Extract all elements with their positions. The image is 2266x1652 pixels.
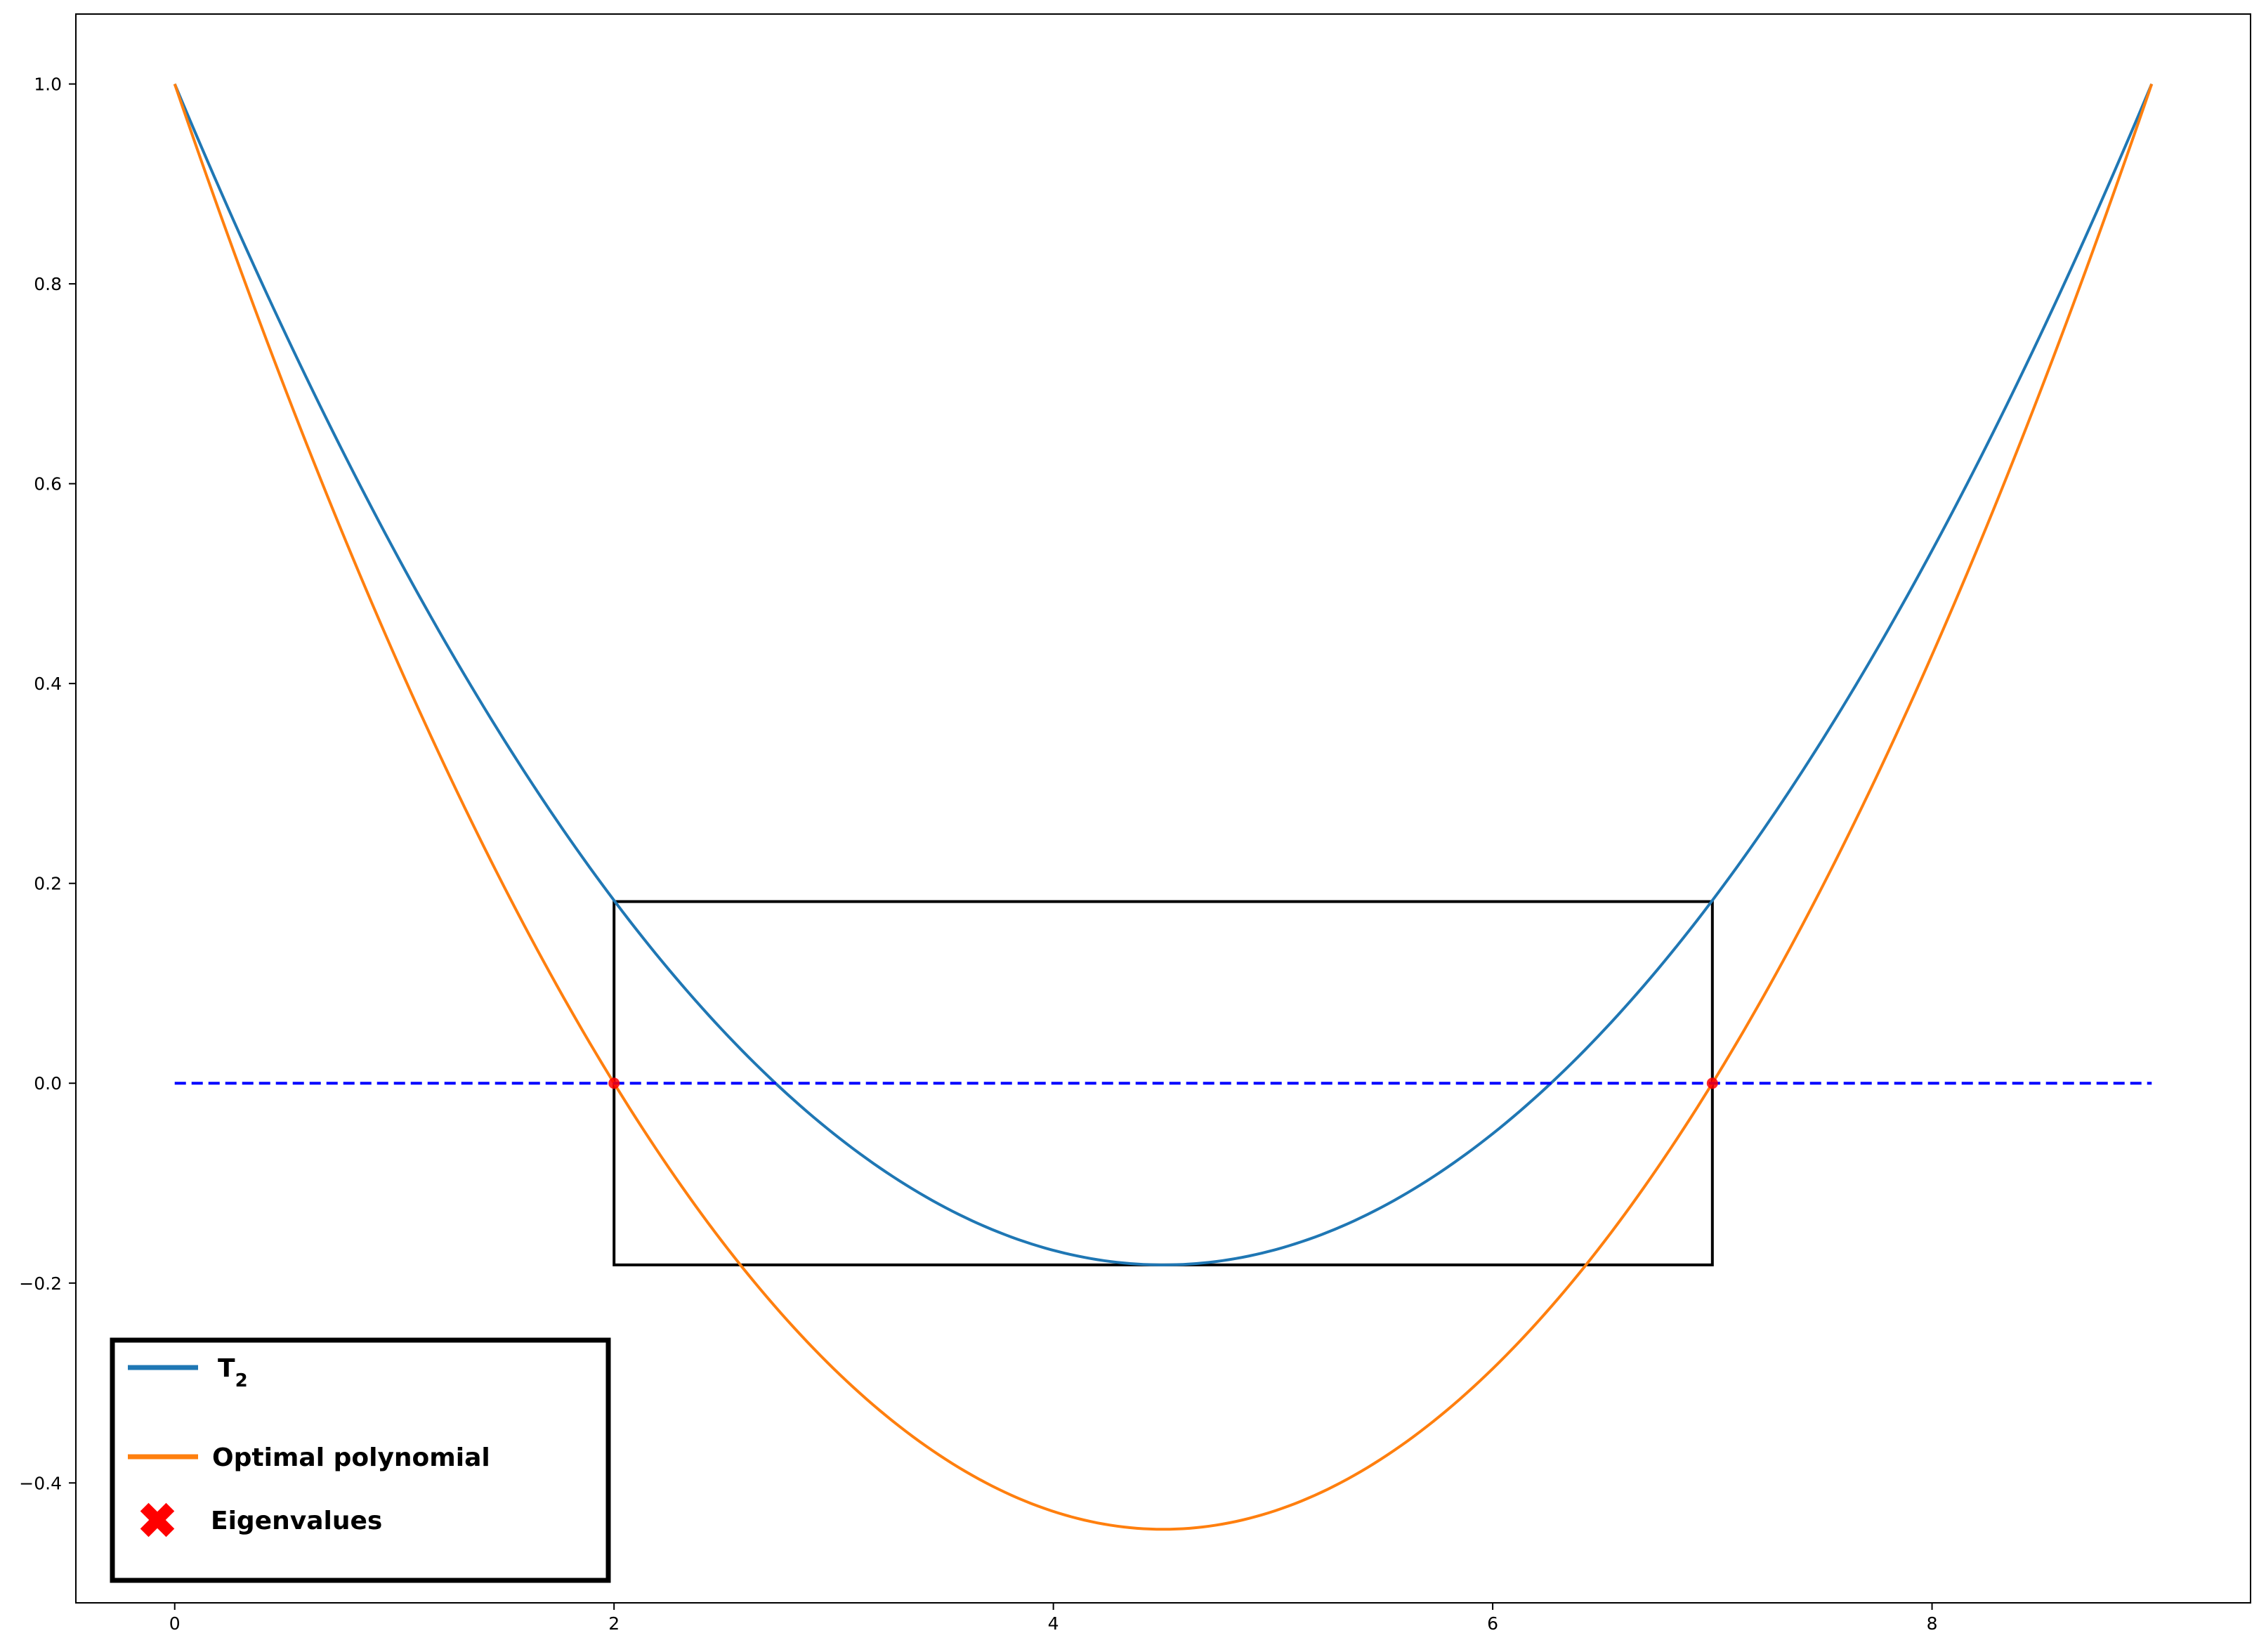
x-tick-label: 4 — [1048, 1613, 1059, 1634]
y-tick-label: 1.0 — [34, 74, 62, 95]
series-line-t2 — [173, 83, 2154, 1266]
legend-label-t2-subscript: 2 — [235, 1370, 248, 1391]
y-tick-label: 0.6 — [34, 474, 62, 494]
eigenvalue-marker — [1706, 1077, 1718, 1089]
y-tick-label: −0.4 — [19, 1473, 62, 1493]
axes: 0 2 4 6 8 −0.4 −0.2 0.0 0.2 0.4 0.6 0.8 1.0 — [19, 13, 2251, 1634]
eigenvalue-marker — [608, 1077, 620, 1089]
x-tick-label: 0 — [169, 1613, 181, 1634]
legend-label-eigenvalues: Eigenvalues — [211, 1507, 382, 1535]
series-line-optimal-polynomial — [173, 83, 2154, 1531]
legend-label-optimal-polynomial: Optimal polynomial — [212, 1443, 490, 1472]
plot-area — [173, 83, 2154, 1531]
axes-frame — [75, 13, 2251, 1604]
y-tick-label: 0.8 — [34, 274, 62, 294]
y-tick-label: 0.2 — [34, 874, 62, 894]
legend-frame — [110, 1337, 611, 1583]
x-tick-label: 6 — [1487, 1613, 1498, 1634]
x-tick-label: 8 — [1927, 1613, 1938, 1634]
y-tick-label: 0.4 — [34, 674, 62, 694]
y-tick-label: 0.0 — [34, 1073, 62, 1094]
x-tick-label: 2 — [608, 1613, 620, 1634]
legend-swatch-eigenvalues-x-icon — [140, 1502, 175, 1538]
y-tick-label: −0.2 — [19, 1273, 62, 1294]
